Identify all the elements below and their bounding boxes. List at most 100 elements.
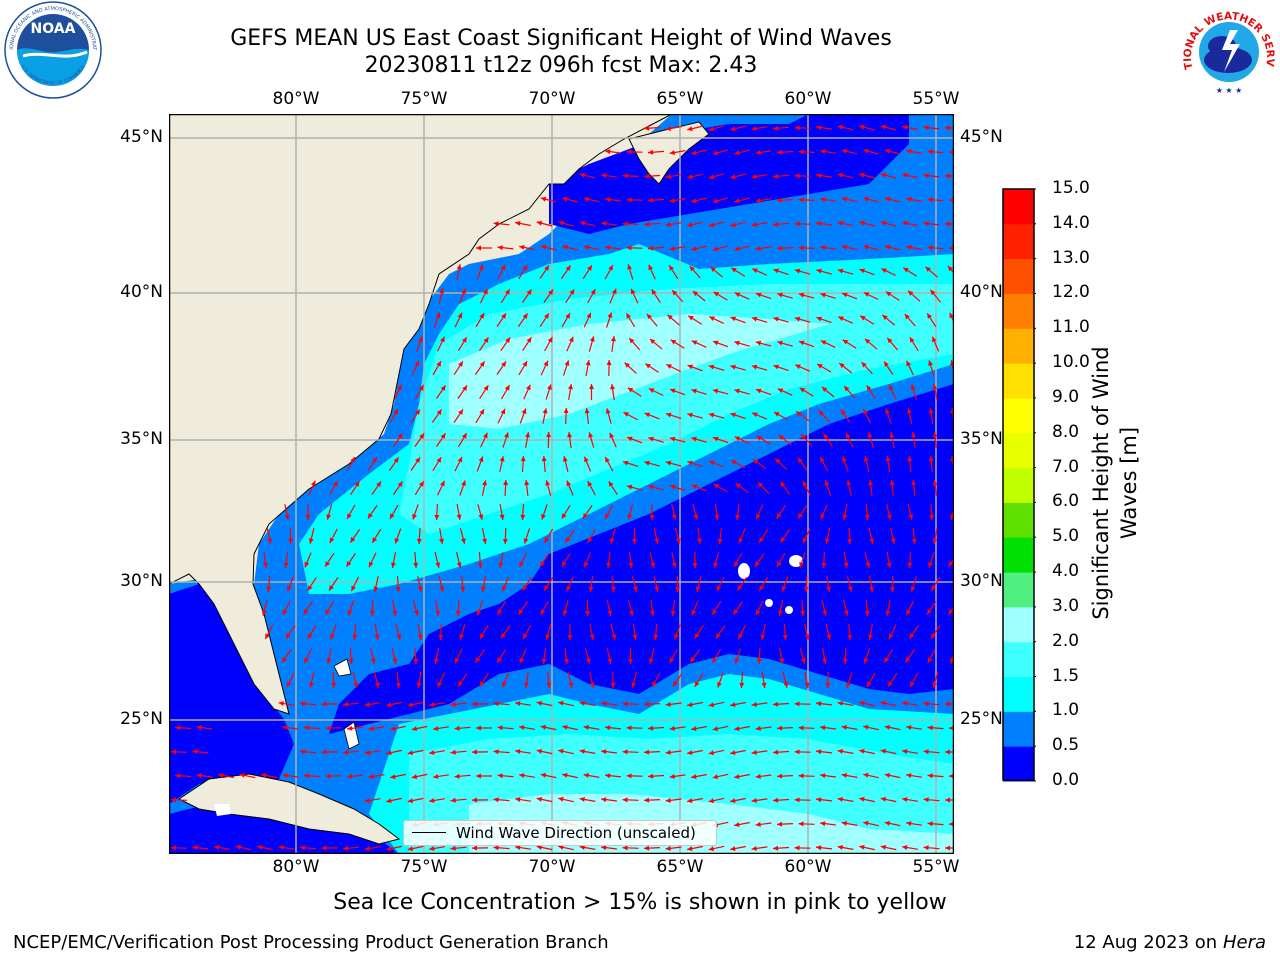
wave-arrow-head [889,480,895,486]
wave-arrow-head [754,561,760,567]
wave-arrow-head [648,388,655,393]
wave-arrow-head [665,749,671,755]
wave-arrow-head [751,750,757,755]
wave-arrow-head [670,339,677,345]
wave-arrow-head [847,586,853,592]
wave-arrow-head [376,481,382,487]
lat-tick-right: 30°N [960,571,1003,591]
wave-arrow-head [777,773,783,779]
wave-arrow-head [717,538,723,544]
wave-arrow-head [283,562,289,568]
wave-arrow-head [631,682,637,688]
wave-arrow-head [562,244,568,250]
wave-arrow-head [458,409,463,415]
wave-arrow-head [887,681,893,687]
wave-arrow-head [671,562,677,568]
wave-arrow-head [626,773,632,779]
wave-arrow-head [433,726,439,731]
wave-arrow-head [859,796,865,802]
wave-arrow-head [928,408,934,414]
wave-arrow-head [687,798,693,803]
lon-tick-top: 80°W [272,89,320,109]
wave-arrow-head [483,432,488,439]
credit-text: NCEP/EMC/Verification Post Processing Pr… [13,932,609,953]
wave-arrow-head [651,289,657,295]
wave-arrow-head [734,292,741,298]
wave-arrow-head [843,562,849,568]
legend-line [412,832,446,833]
wave-arrow-head [601,749,607,755]
wave-arrow-head [820,821,826,827]
chart-subtitle: 20230811 t12z 096h fcst Max: 2.43 [364,53,758,78]
wave-arrow-head [751,174,757,179]
wave-arrow-head [450,749,456,755]
wave-arrow-head [493,845,499,851]
wave-arrow-head [644,221,650,227]
wave-arrow-head [777,388,784,393]
wave-arrow-head [288,538,294,544]
wave-arrow-head [540,724,547,730]
wave-arrow-head [712,657,718,663]
wave-arrow-head [287,585,292,592]
colorbar-tick-label: 1.5 [1052,665,1080,686]
wave-arrow-head [540,609,546,615]
wave-arrow-head [777,292,783,298]
wave-arrow-head [526,384,531,391]
wave-arrow-head [738,537,744,544]
wave-arrow-head [435,312,441,318]
wave-arrow-head [923,221,929,227]
wave-arrow-head [282,609,288,615]
wave-arrow-head [284,514,290,520]
wave-arrow-head [945,797,950,803]
wave-arrow-head [386,750,392,756]
wave-arrow-head [648,484,654,490]
wave-arrow-head [390,774,396,780]
wave-arrow-head [794,797,800,803]
wave-arrow-head [347,610,353,616]
wave-arrow-head [751,846,757,851]
wave-arrow-head [687,412,693,418]
wave-arrow-head [712,774,719,780]
wave-arrow-head [902,172,908,178]
wave-arrow-head [907,562,913,568]
wave-arrow-head [775,458,781,464]
lon-tick-bottom: 55°W [912,857,960,877]
wave-arrow-head [171,845,177,851]
wave-arrow-head [367,513,373,519]
wave-arrow-head [353,682,359,688]
wave-arrow-head [777,245,783,251]
wave-arrow-head [415,409,420,415]
wave-arrow-head [842,658,848,664]
wave-arrow-head [863,772,869,778]
wave-arrow-head [652,681,657,688]
wave-arrow-head [841,244,848,250]
wave-arrow-head [783,682,789,688]
wave-arrow-head [566,480,572,487]
wave-arrow-head [601,845,607,851]
wave-arrow-head [579,797,585,802]
wave-arrow-head [755,246,761,251]
wave-arrow-head [605,245,611,251]
wave-arrow-head [737,585,743,591]
wave-arrow-head [694,681,700,687]
wave-arrow-head [650,562,656,568]
wave-arrow-head [880,172,887,178]
wave-arrow-head [481,586,486,592]
wave-arrow-head [561,561,567,567]
wave-arrow-head [773,797,779,803]
wave-arrow-head [601,221,607,226]
wave-arrow-head [801,434,807,440]
wave-arrow-head [482,538,487,544]
wave-arrow-head [547,384,552,390]
graticule [169,114,954,854]
wave-arrow-head [860,315,866,321]
wave-arrow-head [708,126,715,132]
wave-arrow-head [907,456,913,462]
wave-arrow-head [773,845,779,851]
wave-arrow-head [824,538,830,544]
wave-arrow-head [499,514,505,520]
colorbar [1002,188,1036,782]
wave-arrow-head [802,480,808,487]
lon-tick-top: 55°W [912,89,960,109]
wave-arrow-head [932,682,938,688]
